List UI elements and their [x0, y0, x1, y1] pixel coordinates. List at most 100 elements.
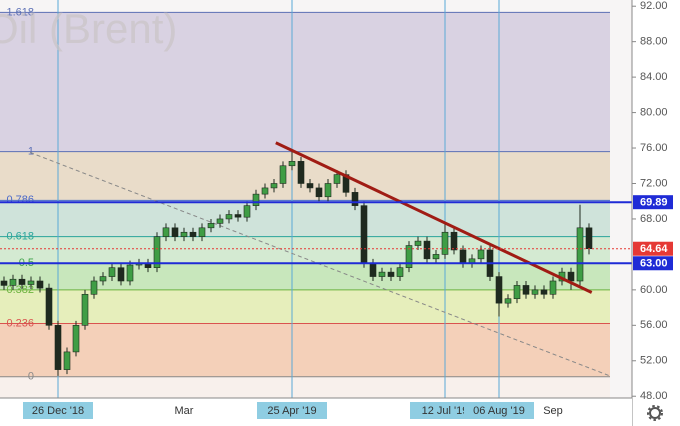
candle-body — [315, 187, 323, 198]
y-tick-label: 88.00 — [640, 36, 668, 48]
fib-zone — [0, 12, 610, 152]
trend-line — [275, 141, 593, 294]
candle-body — [495, 276, 503, 304]
candle-body — [63, 351, 71, 370]
candle-body — [180, 231, 188, 237]
price-label: 69.89 — [640, 197, 668, 209]
candle-body — [504, 298, 512, 304]
candle-body — [243, 205, 251, 218]
candle-body — [162, 227, 170, 237]
candle-body — [54, 325, 62, 370]
candle-body — [36, 280, 44, 289]
candle-body — [306, 183, 314, 189]
candle-body — [396, 267, 404, 277]
candle-body — [297, 161, 305, 184]
fib-label: 0.618 — [6, 231, 34, 243]
candle-body — [279, 165, 287, 184]
candle-body — [576, 227, 584, 282]
settings-icon[interactable] — [647, 405, 663, 421]
candle-body — [18, 278, 26, 285]
y-tick-label: 52.00 — [640, 355, 668, 367]
x-tick-label: 25 Apr '19 — [267, 405, 316, 417]
candle-body — [108, 267, 116, 277]
candle-body — [153, 236, 161, 268]
x-tick-label: 06 Aug '19 — [473, 405, 525, 417]
candle-body — [405, 245, 413, 268]
candle-body — [423, 240, 431, 260]
x-tick-label: Mar — [175, 405, 194, 417]
fib-zone — [0, 376, 610, 398]
y-tick-label: 76.00 — [640, 142, 668, 154]
x-tick-label: 12 Jul '19 — [422, 405, 469, 417]
candle-body — [171, 227, 179, 237]
candle-body — [567, 271, 575, 282]
candle-body — [9, 278, 17, 286]
candle-body — [450, 231, 458, 251]
y-tick-label: 48.00 — [640, 390, 668, 402]
candle-body — [369, 262, 377, 277]
x-label-box — [410, 402, 480, 419]
x-label-box — [464, 402, 534, 419]
price-label-box — [633, 241, 673, 256]
candle-body — [198, 227, 206, 237]
candle-body — [360, 205, 368, 264]
y-tick-label: 80.00 — [640, 106, 668, 118]
candle-body — [477, 249, 485, 260]
candle-body — [225, 214, 233, 220]
candle-body — [522, 285, 530, 295]
candle-body — [540, 289, 548, 295]
y-tick-label: 60.00 — [640, 284, 668, 296]
fib-zone — [0, 151, 610, 201]
price-label: 63.00 — [640, 258, 668, 270]
fib-zone — [0, 200, 610, 237]
candle-body — [90, 280, 98, 295]
fib-label: 1 — [28, 145, 34, 157]
candle-body — [72, 325, 80, 353]
candle-body — [531, 289, 539, 295]
candle-body — [189, 231, 197, 237]
candle-body — [333, 174, 341, 184]
candle-body — [81, 293, 89, 326]
x-tick-label: 26 Dec '18 — [32, 405, 84, 417]
gear[interactable] — [649, 407, 661, 419]
candle-body — [585, 227, 593, 250]
candle-body — [378, 271, 386, 277]
fib-label: 0 — [28, 371, 34, 383]
candle-body — [126, 264, 134, 282]
candle-body — [414, 240, 422, 246]
watermark: Oil (Brent) — [0, 5, 177, 52]
right-axis — [632, 0, 680, 426]
gear-teeth[interactable] — [647, 405, 663, 421]
x-label-box — [23, 402, 93, 419]
fib-label: 0.786 — [6, 194, 34, 206]
x-tick-label: Sep — [543, 405, 563, 417]
candle-body — [513, 285, 521, 300]
fib-zone — [0, 323, 610, 377]
candle-body — [252, 193, 260, 206]
candle-body — [432, 254, 440, 260]
candle-body — [441, 231, 449, 255]
fib-label: 1.618 — [6, 6, 34, 18]
candle-body — [270, 183, 278, 189]
price-label: 64.64 — [640, 243, 668, 255]
candle-body — [0, 280, 8, 286]
price-label-box — [633, 256, 673, 271]
candle-body — [324, 183, 332, 198]
candle-body — [45, 287, 53, 326]
y-tick-label: 68.00 — [640, 213, 668, 225]
y-tick-label: 84.00 — [640, 71, 668, 83]
candle-body — [459, 249, 467, 264]
x-label-box — [257, 402, 327, 419]
candle-body — [261, 187, 269, 195]
y-tick-label: 92.00 — [640, 0, 668, 12]
candle-body — [387, 271, 395, 277]
candle-body — [549, 280, 557, 295]
candle-body — [117, 267, 125, 282]
candle-body — [216, 218, 224, 224]
price-label-box — [633, 195, 673, 210]
candle-body — [288, 161, 296, 167]
candle-body — [27, 280, 35, 285]
candle-body — [207, 223, 215, 229]
candle-body — [351, 192, 359, 206]
